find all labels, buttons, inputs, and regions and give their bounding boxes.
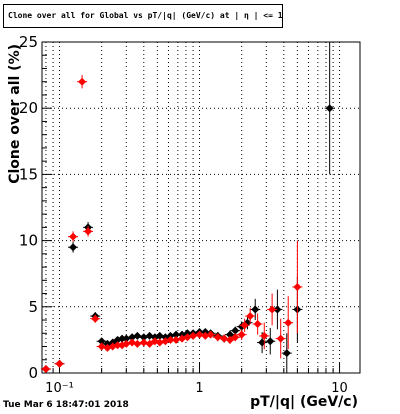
y-tick-label: 20	[19, 99, 38, 117]
data-point-red	[189, 331, 198, 340]
data-point-red	[133, 339, 142, 348]
data-point-red	[122, 339, 131, 348]
chart-title: Clone over all for Global vs pT/|q| (GeV…	[3, 4, 283, 28]
data-point-black	[282, 349, 291, 358]
data-point-black	[69, 243, 78, 252]
data-point-red	[172, 335, 181, 344]
y-tick-label: 10	[19, 232, 38, 250]
data-point-black	[139, 333, 148, 342]
data-point-black	[325, 104, 334, 113]
data-point-red	[240, 321, 249, 330]
data-point-red	[246, 312, 255, 321]
data-point-red	[155, 338, 164, 347]
y-axis-label: Clone over all (%)	[7, 44, 23, 184]
data-point-red	[213, 333, 222, 342]
data-point-black	[172, 330, 181, 339]
data-point-red	[91, 314, 100, 323]
data-point-red	[41, 365, 50, 374]
data-point-black	[251, 305, 260, 314]
plot-frame	[41, 41, 361, 374]
x-tick-label: 10⁻¹	[45, 381, 74, 396]
timestamp: Tue Mar 6 18:47:01 2018	[3, 400, 129, 410]
data-point-red	[231, 333, 240, 342]
data-point-black	[133, 331, 142, 340]
data-point-red	[195, 330, 204, 339]
x-tick-label: 10	[331, 381, 348, 396]
data-point-red	[178, 334, 187, 343]
data-point-black	[122, 334, 131, 343]
axes: 10⁻¹ 1 10 0 5 10 15 20 25	[19, 33, 348, 396]
data-point-red	[139, 338, 148, 347]
data-point-red	[166, 335, 175, 344]
data-point-red	[78, 77, 87, 86]
data-points	[40, 42, 335, 374]
data-point-black	[266, 337, 275, 346]
data-point-red	[268, 305, 277, 314]
y-tick-label: 15	[19, 165, 38, 183]
data-point-black	[97, 337, 106, 346]
y-tick-label: 0	[28, 364, 38, 382]
data-point-red	[69, 232, 78, 241]
data-point-red	[206, 330, 215, 339]
data-point-red	[97, 342, 106, 351]
data-point-red	[237, 330, 246, 339]
data-point-red	[55, 359, 64, 368]
data-point-red	[284, 318, 293, 327]
data-point-red	[253, 320, 262, 329]
data-point-red	[84, 227, 93, 236]
data-point-red	[183, 333, 192, 342]
x-axis-label: pT/|q| (GeV/c)	[250, 394, 358, 410]
data-point-black	[231, 326, 240, 335]
data-point-red	[260, 331, 269, 340]
data-point-black	[273, 305, 282, 314]
y-tick-label: 5	[28, 298, 38, 316]
y-tick-label: 25	[19, 33, 38, 51]
data-point-red	[293, 282, 302, 291]
data-point-black	[155, 331, 164, 340]
grid	[42, 42, 360, 373]
x-tick-label: 1	[195, 381, 203, 396]
data-point-red	[276, 334, 285, 343]
data-point-red	[220, 334, 229, 343]
